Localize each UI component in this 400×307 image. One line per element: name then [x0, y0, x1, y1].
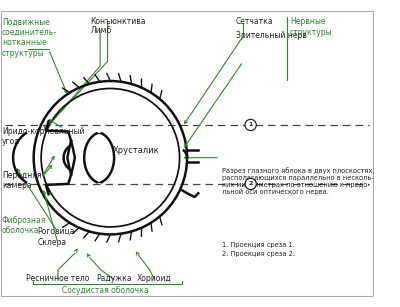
Text: Хрусталик: Хрусталик	[113, 146, 160, 155]
Text: 2: 2	[248, 181, 253, 186]
Text: Сосудистая оболочка: Сосудистая оболочка	[62, 286, 149, 295]
Text: Фиброзная
оболочка: Фиброзная оболочка	[2, 216, 46, 235]
Text: Нервные
структуры: Нервные структуры	[290, 17, 332, 37]
Text: Хориоид: Хориоид	[137, 274, 172, 283]
Text: Конъюнктива: Конъюнктива	[91, 17, 146, 26]
Text: Радужка: Радужка	[96, 274, 132, 283]
Text: Ресничное тело: Ресничное тело	[26, 274, 90, 283]
Text: Передняя
камера: Передняя камера	[2, 171, 41, 190]
Text: 2. Проекция среза 2.: 2. Проекция среза 2.	[222, 251, 295, 257]
Text: Роговица: Роговица	[38, 227, 75, 236]
Text: Зрительный нерв: Зрительный нерв	[236, 30, 306, 40]
Text: Иридо-корнеальный
угол: Иридо-корнеальный угол	[2, 127, 84, 146]
Text: 1: 1	[248, 122, 253, 127]
Text: Сетчатка: Сетчатка	[236, 17, 273, 26]
Text: Склера: Склера	[38, 238, 66, 247]
Circle shape	[245, 119, 256, 130]
Text: Разрез глазного яблока в двух плоскостях,
располагающихся параллельно в несколь-: Разрез глазного яблока в двух плоскостях…	[222, 167, 374, 196]
Text: Лимб: Лимб	[91, 26, 112, 35]
Text: Подвижные
соединитель-
нотканные
структуры: Подвижные соединитель- нотканные структу…	[2, 17, 57, 58]
Text: 1. Проекция среза 1.: 1. Проекция среза 1.	[222, 242, 294, 248]
FancyBboxPatch shape	[1, 11, 373, 296]
Circle shape	[245, 178, 256, 189]
